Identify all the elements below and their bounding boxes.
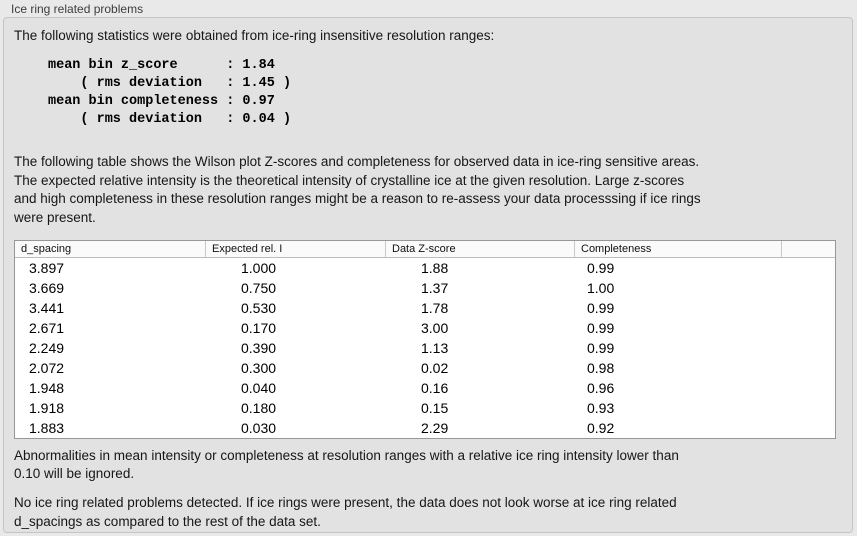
table-header-row: d_spacing Expected rel. I Data Z-score C… xyxy=(15,241,835,258)
cell-d-spacing: 1.883 xyxy=(29,420,65,436)
cell-data-z-score: 1.37 xyxy=(421,280,449,296)
cell-data-z-score: 2.29 xyxy=(421,420,449,436)
column-header-expected-rel-i[interactable]: Expected rel. I xyxy=(205,241,385,257)
cell-completeness: 0.99 xyxy=(587,340,615,356)
intro-text: The following statistics were obtained f… xyxy=(14,28,495,43)
column-header-data-z-score[interactable]: Data Z-score xyxy=(385,241,574,257)
panel-title: Ice ring related problems xyxy=(11,2,144,16)
cell-data-z-score: 0.02 xyxy=(421,360,449,376)
cell-data-z-score: 3.00 xyxy=(421,320,449,336)
cell-d-spacing: 2.671 xyxy=(29,320,65,336)
cell-empty xyxy=(781,398,835,418)
cell-data-z-score: 1.78 xyxy=(421,300,449,316)
conclusion-text: No ice ring related problems detected. I… xyxy=(14,495,677,529)
cell-empty xyxy=(781,318,835,338)
cell-expected-rel-i: 0.170 xyxy=(241,320,277,336)
cell-d-spacing: 2.249 xyxy=(29,340,65,356)
cell-expected-rel-i: 0.390 xyxy=(241,340,277,356)
cell-completeness: 0.99 xyxy=(587,320,615,336)
table-row[interactable]: 1.948 0.040 0.16 0.96 xyxy=(15,378,835,398)
table-row[interactable]: 1.918 0.180 0.15 0.93 xyxy=(15,398,835,418)
table-row[interactable]: 2.249 0.390 1.13 0.99 xyxy=(15,338,835,358)
cell-expected-rel-i: 0.180 xyxy=(241,400,277,416)
table-row[interactable]: 3.669 0.750 1.37 1.00 xyxy=(15,278,835,298)
cell-empty xyxy=(781,418,835,438)
cell-d-spacing: 1.918 xyxy=(29,400,65,416)
cell-empty xyxy=(781,378,835,398)
cell-data-z-score: 0.16 xyxy=(421,380,449,396)
note-text: Abnormalities in mean intensity or compl… xyxy=(14,448,679,481)
cell-completeness: 0.99 xyxy=(587,300,615,316)
column-header-empty xyxy=(781,241,835,257)
cell-expected-rel-i: 1.000 xyxy=(241,260,277,276)
cell-completeness: 0.92 xyxy=(587,420,615,436)
cell-empty xyxy=(781,258,835,278)
stats-block: mean bin z_score : 1.84 ( rms deviation … xyxy=(48,58,292,127)
table-row[interactable]: 3.897 1.000 1.88 0.99 xyxy=(15,258,835,278)
cell-empty xyxy=(781,298,835,318)
cell-d-spacing: 2.072 xyxy=(29,360,65,376)
cell-completeness: 0.99 xyxy=(587,260,615,276)
cell-expected-rel-i: 0.040 xyxy=(241,380,277,396)
cell-completeness: 1.00 xyxy=(587,280,615,296)
cell-expected-rel-i: 0.030 xyxy=(241,420,277,436)
cell-expected-rel-i: 0.530 xyxy=(241,300,277,316)
cell-d-spacing: 3.669 xyxy=(29,280,65,296)
cell-completeness: 0.98 xyxy=(587,360,615,376)
column-header-completeness[interactable]: Completeness xyxy=(574,241,781,257)
description-text: The following table shows the Wilson plo… xyxy=(14,154,701,225)
table-row[interactable]: 3.441 0.530 1.78 0.99 xyxy=(15,298,835,318)
cell-data-z-score: 1.13 xyxy=(421,340,449,356)
cell-data-z-score: 0.15 xyxy=(421,400,449,416)
cell-completeness: 0.93 xyxy=(587,400,615,416)
table-row[interactable]: 2.072 0.300 0.02 0.98 xyxy=(15,358,835,378)
ice-ring-table: d_spacing Expected rel. I Data Z-score C… xyxy=(14,240,836,439)
cell-empty xyxy=(781,278,835,298)
cell-d-spacing: 3.441 xyxy=(29,300,65,316)
cell-expected-rel-i: 0.750 xyxy=(241,280,277,296)
cell-d-spacing: 1.948 xyxy=(29,380,65,396)
cell-expected-rel-i: 0.300 xyxy=(241,360,277,376)
cell-empty xyxy=(781,338,835,358)
cell-data-z-score: 1.88 xyxy=(421,260,449,276)
cell-d-spacing: 3.897 xyxy=(29,260,65,276)
table-row[interactable]: 1.883 0.030 2.29 0.92 xyxy=(15,418,835,438)
table-row[interactable]: 2.671 0.170 3.00 0.99 xyxy=(15,318,835,338)
ice-ring-groupbox: The following statistics were obtained f… xyxy=(3,17,853,533)
column-header-d-spacing[interactable]: d_spacing xyxy=(21,243,72,255)
cell-completeness: 0.96 xyxy=(587,380,615,396)
cell-empty xyxy=(781,358,835,378)
